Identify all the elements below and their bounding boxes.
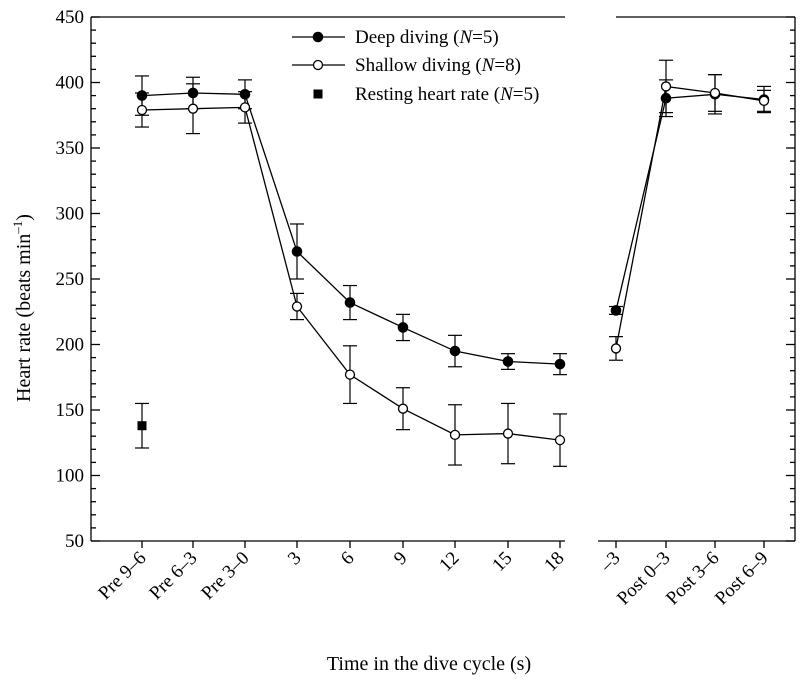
data-point [344, 369, 356, 380]
legend-marker [313, 89, 323, 99]
series-0 [135, 74, 771, 376]
legend-marker [312, 59, 324, 71]
series-line [615, 85, 765, 349]
data-point [344, 297, 356, 308]
data-point [554, 358, 566, 370]
legend-label: Resting heart rate (N=5) [355, 84, 539, 105]
data-point [709, 87, 721, 99]
x-tick-label: Post 0–3 [613, 548, 675, 610]
y-axis-ticks: 50 100 150 200 250 300 350 400 450 [56, 7, 795, 552]
data-point [660, 81, 672, 92]
y-tick-label: 150 [56, 400, 85, 421]
y-tick-label: 50 [65, 531, 84, 552]
data-point [397, 403, 409, 414]
data-point [187, 103, 199, 114]
data-point [449, 429, 461, 441]
data-point [610, 305, 622, 316]
x-tick-label: 18 [540, 548, 568, 576]
data-point [137, 421, 147, 431]
y-axis-title-main: Heart rate (beats min [13, 234, 35, 402]
x-tick-label: Pre 9–6 [94, 548, 150, 604]
y-tick-label: 100 [56, 466, 85, 487]
data-point [136, 104, 148, 116]
x-tick-label: 6 [337, 548, 359, 570]
data-point [502, 428, 514, 439]
legend-marker [312, 31, 324, 43]
x-axis-title: Time in the dive cycle (s) [327, 653, 531, 675]
series-1 [135, 59, 771, 467]
data-point [554, 434, 566, 446]
legend-label: Shallow diving (N=8) [355, 55, 521, 76]
series-line [141, 92, 561, 365]
data-point [397, 322, 409, 333]
legend: Deep diving (N=5) Shallow diving (N=8) Res… [292, 27, 539, 105]
data-point [758, 95, 770, 106]
x-tick-label: Pre 3–0 [197, 548, 253, 604]
y-tick-label: 300 [56, 204, 85, 225]
y-axis-title: Heart rate (beats min–1) [10, 214, 35, 402]
data-point [610, 343, 622, 354]
series-2 [135, 402, 149, 449]
y-tick-label: 200 [56, 335, 85, 356]
data-point [239, 102, 251, 113]
x-tick-label: Post 3–6 [662, 548, 724, 610]
y-tick-label: 400 [56, 73, 85, 94]
x-tick-label: –3 [596, 548, 625, 577]
x-tick-label: Post 6–9 [711, 548, 773, 610]
x-tick-label: Pre 6–3 [145, 548, 201, 604]
x-tick-label: 12 [435, 548, 463, 576]
y-tick-label: 450 [56, 7, 85, 28]
legend-label: Deep diving (N=5) [355, 27, 499, 48]
x-tick-label: 3 [284, 548, 306, 570]
series-line [615, 93, 765, 311]
y-axis-title-exponent: –1 [10, 221, 25, 235]
series-line [141, 106, 561, 441]
data-point [291, 301, 303, 312]
y-axis-title-close: ) [13, 214, 35, 221]
y-tick-label: 250 [56, 269, 85, 290]
y-tick-label: 350 [56, 138, 85, 159]
data-point [291, 246, 303, 257]
data-series [135, 59, 771, 467]
x-tick-label: 15 [488, 548, 516, 576]
data-point [502, 356, 514, 367]
x-tick-label: 9 [390, 548, 412, 570]
data-point [449, 345, 461, 357]
